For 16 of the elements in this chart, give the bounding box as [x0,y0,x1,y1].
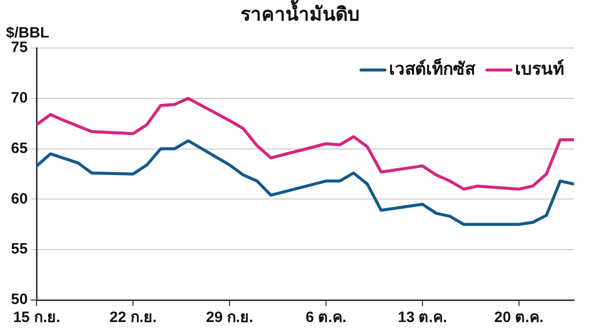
legend-label: เบรนท์ [515,58,564,79]
x-tick-label: 13 ต.ค. [398,309,448,326]
legend-label: เวสต์เท็กซัส [389,56,476,79]
y-tick-label: 75 [10,39,28,56]
y-tick-label: 55 [10,240,28,258]
y-tick-label: 65 [10,140,28,157]
y-tick-label: 70 [10,90,28,107]
x-tick-label: 6 ต.ค. [306,309,346,326]
y-tick-label: 50 [10,291,28,308]
y-axis-title: $/BBL [6,24,50,42]
x-tick-label: 15 ก.ย. [13,309,60,326]
chart-title: ราคาน้ำมันดิบ [240,0,360,26]
x-tick-label: 20 ต.ค. [494,309,544,326]
x-tick-label: 22 ก.ย. [110,309,157,326]
x-tick-label: 29 ก.ย. [206,309,254,326]
y-tick-label: 60 [10,190,28,208]
